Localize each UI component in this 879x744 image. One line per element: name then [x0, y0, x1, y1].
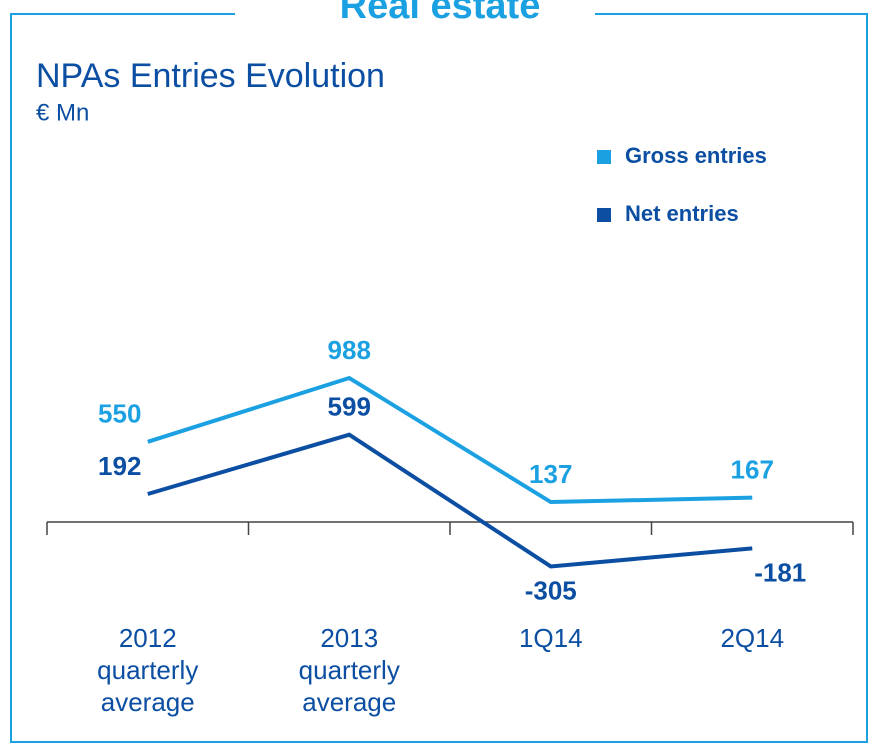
chart-title: NPAs Entries Evolution — [36, 57, 385, 95]
x-tick-label-line: quarterly — [299, 655, 400, 685]
x-tick-label-line: 2013 — [320, 623, 378, 653]
x-tick-label-line: quarterly — [97, 655, 198, 685]
line — [147, 432, 753, 569]
frame-title: Real estate — [340, 0, 541, 27]
x-tick-label-line: average — [302, 687, 396, 717]
line — [147, 375, 753, 505]
x-tick-label: 2012 quarterly average — [97, 623, 198, 717]
data-label: 599 — [328, 392, 371, 422]
data-label: 192 — [98, 451, 141, 481]
chart-subtitle: € Mn — [36, 99, 89, 126]
x-tick-label: 2Q14 — [720, 623, 784, 653]
legend-swatch — [597, 208, 611, 222]
legend-swatch — [597, 150, 611, 164]
legend-label: Net entries — [625, 201, 739, 226]
legend-label: Gross entries — [625, 143, 767, 168]
data-label: 167 — [731, 455, 774, 485]
frame — [10, 13, 868, 743]
data-label: 988 — [328, 335, 371, 365]
x-tick-label-line: 2012 — [119, 623, 177, 653]
x-tick-label: 1Q14 — [519, 623, 583, 653]
data-label: -181 — [754, 557, 806, 587]
x-tick-label-line: average — [101, 687, 195, 717]
data-label: 550 — [98, 399, 141, 429]
x-tick-label: 2013 quarterly average — [299, 623, 400, 717]
data-label: 137 — [529, 459, 572, 489]
data-label: -305 — [525, 575, 577, 605]
